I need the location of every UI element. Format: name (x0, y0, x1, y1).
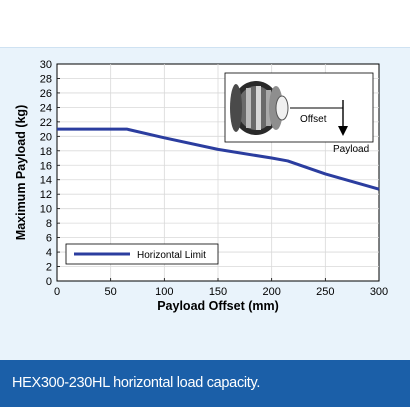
legend-label: Horizontal Limit (137, 250, 206, 261)
hexapod-inset: Offset Payload (224, 72, 374, 155)
x-tick-label: 0 (54, 286, 60, 298)
y-tick-label: 16 (40, 160, 52, 172)
caption-bar: HEX300-230HL horizontal load capacity. (0, 360, 410, 407)
x-tick-label: 50 (105, 286, 117, 298)
tick-layer: 0 50 100 150 200 250 3000246810121416182022242… (40, 59, 388, 298)
x-tick-label: 100 (155, 286, 173, 298)
hexapod-image (230, 81, 289, 135)
legend-box (65, 243, 219, 265)
figure-panel: 0 50 100 150 200 250 300 0 2 4 6 8 10 12 14 16 18 20 22 24 2… (0, 47, 410, 407)
y-tick-label: 2 (46, 262, 52, 274)
load-capacity-chart: 0 50 100 150 200 250 3000246810121416182022242… (14, 59, 388, 313)
y-tick-label: 22 (40, 117, 52, 129)
y-tick-label: 6 (46, 233, 52, 245)
y-tick-label: 20 (40, 131, 52, 143)
y-tick-label: 24 (40, 102, 52, 114)
x-axis-title: Payload Offset (mm) (157, 299, 279, 313)
payload-arrow-head-icon (338, 126, 348, 136)
y-tick-label: 10 (40, 204, 52, 216)
y-tick-label: 12 (40, 189, 52, 201)
x-tick-label: 300 (370, 286, 388, 298)
inset-offset-label: Offset (300, 114, 327, 125)
x-tick-label: 200 (262, 286, 280, 298)
series-line-horizontal-limit (57, 127, 380, 191)
y-tick-label: 8 (46, 218, 52, 230)
y-tick-label: 18 (40, 146, 52, 158)
y-tick-label: 28 (40, 73, 52, 85)
series-layer (57, 127, 380, 191)
y-tick-label: 14 (40, 175, 52, 187)
x-tick-label: 150 (209, 286, 227, 298)
legend: Horizontal Limit (65, 243, 219, 265)
y-tick-label: 26 (40, 88, 52, 100)
y-tick-label: 0 (46, 276, 52, 288)
figure-caption: HEX300-230HL horizontal load capacity. (12, 375, 261, 391)
inset-payload-label: Payload (333, 144, 369, 155)
y-axis-title: Maximum Payload (kg) (14, 105, 28, 240)
y-tick-label: 30 (40, 59, 52, 71)
y-tick-label: 4 (46, 247, 52, 259)
x-tick-label: 250 (316, 286, 334, 298)
